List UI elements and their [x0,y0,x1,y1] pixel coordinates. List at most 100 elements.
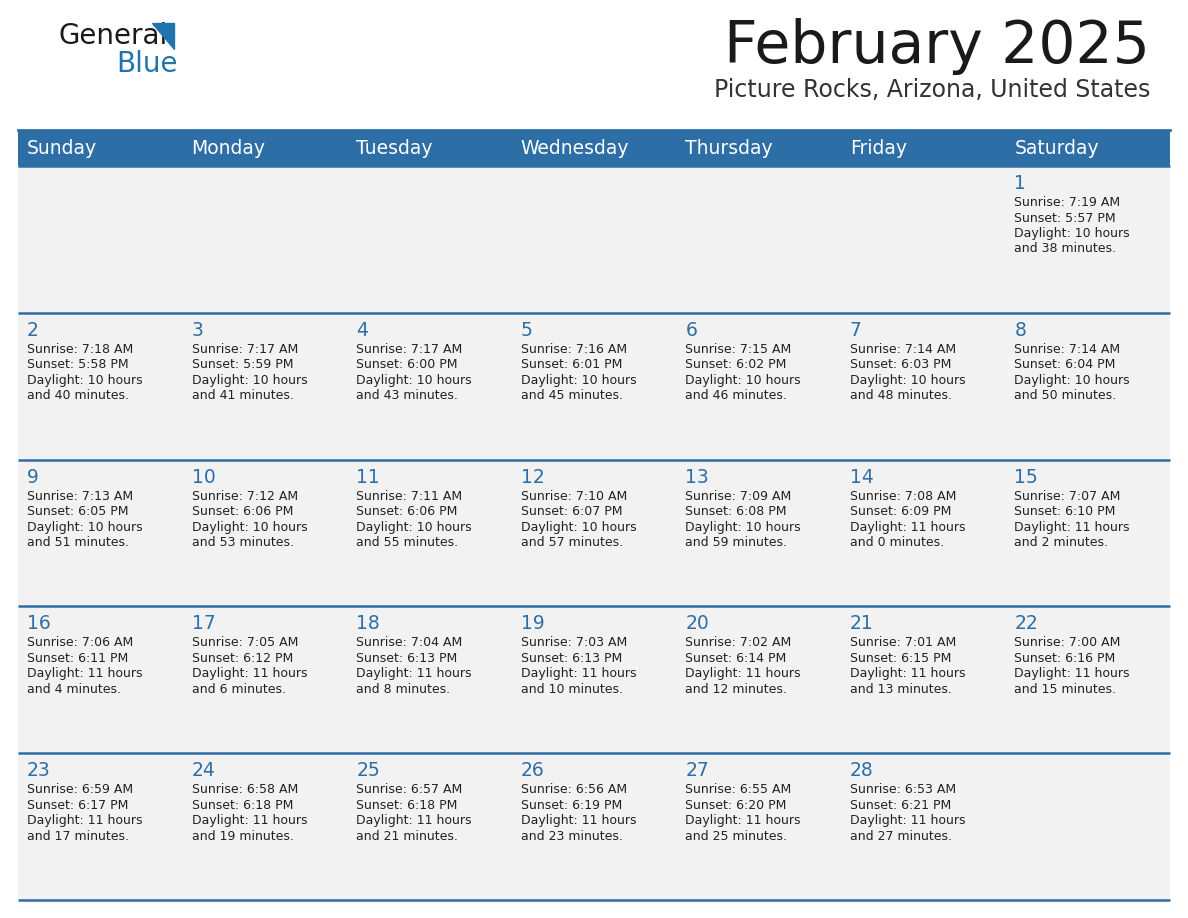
Text: 25: 25 [356,761,380,780]
Text: and 21 minutes.: and 21 minutes. [356,830,459,843]
Text: and 51 minutes.: and 51 minutes. [27,536,129,549]
Text: Daylight: 10 hours: Daylight: 10 hours [191,374,308,386]
Text: Sunset: 5:57 PM: Sunset: 5:57 PM [1015,211,1116,225]
Text: Sunset: 6:06 PM: Sunset: 6:06 PM [356,505,457,518]
Text: Sunset: 6:18 PM: Sunset: 6:18 PM [356,799,457,812]
Text: Sunset: 6:09 PM: Sunset: 6:09 PM [849,505,952,518]
Bar [18,166,1170,313]
Text: Sunrise: 7:14 AM: Sunrise: 7:14 AM [1015,342,1120,356]
Text: Daylight: 10 hours: Daylight: 10 hours [27,374,143,386]
Text: Sunset: 6:05 PM: Sunset: 6:05 PM [27,505,128,518]
Bar [1005,130,1170,166]
Text: Sunset: 6:12 PM: Sunset: 6:12 PM [191,652,292,665]
Text: Sunrise: 7:17 AM: Sunrise: 7:17 AM [356,342,462,356]
Text: Daylight: 11 hours: Daylight: 11 hours [849,521,966,533]
Text: Sunrise: 7:11 AM: Sunrise: 7:11 AM [356,489,462,502]
Text: Daylight: 11 hours: Daylight: 11 hours [1015,521,1130,533]
Text: Sunset: 6:02 PM: Sunset: 6:02 PM [685,358,786,371]
Text: 26: 26 [520,761,544,780]
Text: Friday: Friday [849,139,906,158]
Text: Sunrise: 6:57 AM: Sunrise: 6:57 AM [356,783,462,796]
Text: Sunrise: 7:09 AM: Sunrise: 7:09 AM [685,489,791,502]
Text: Sunday: Sunday [27,139,97,158]
Text: 19: 19 [520,614,544,633]
Text: Sunset: 6:07 PM: Sunset: 6:07 PM [520,505,623,518]
Text: 20: 20 [685,614,709,633]
Text: Daylight: 11 hours: Daylight: 11 hours [1015,667,1130,680]
Text: Daylight: 11 hours: Daylight: 11 hours [356,667,472,680]
Text: and 4 minutes.: and 4 minutes. [27,683,121,696]
Polygon shape [152,23,173,49]
Text: Sunset: 6:06 PM: Sunset: 6:06 PM [191,505,293,518]
Bar [18,753,1170,900]
Text: Sunset: 6:14 PM: Sunset: 6:14 PM [685,652,786,665]
Text: and 45 minutes.: and 45 minutes. [520,389,623,402]
Text: and 10 minutes.: and 10 minutes. [520,683,623,696]
Text: Picture Rocks, Arizona, United States: Picture Rocks, Arizona, United States [714,78,1150,102]
Text: Sunset: 6:08 PM: Sunset: 6:08 PM [685,505,786,518]
Text: Sunset: 6:00 PM: Sunset: 6:00 PM [356,358,457,371]
Text: Sunrise: 6:55 AM: Sunrise: 6:55 AM [685,783,791,796]
Text: and 55 minutes.: and 55 minutes. [356,536,459,549]
Text: and 59 minutes.: and 59 minutes. [685,536,788,549]
Text: and 27 minutes.: and 27 minutes. [849,830,952,843]
Text: 18: 18 [356,614,380,633]
Text: Sunrise: 7:08 AM: Sunrise: 7:08 AM [849,489,956,502]
Text: and 15 minutes.: and 15 minutes. [1015,683,1117,696]
Text: Sunrise: 7:01 AM: Sunrise: 7:01 AM [849,636,956,649]
Text: Daylight: 10 hours: Daylight: 10 hours [356,521,472,533]
Text: 4: 4 [356,320,368,340]
Bar [18,607,1170,753]
Text: 5: 5 [520,320,532,340]
Text: Daylight: 10 hours: Daylight: 10 hours [685,521,801,533]
Text: Daylight: 10 hours: Daylight: 10 hours [1015,374,1130,386]
Text: and 25 minutes.: and 25 minutes. [685,830,788,843]
Text: Sunset: 6:03 PM: Sunset: 6:03 PM [849,358,952,371]
Text: February 2025: February 2025 [725,18,1150,75]
Text: 1: 1 [1015,174,1026,193]
Text: and 40 minutes.: and 40 minutes. [27,389,129,402]
Text: Sunrise: 7:19 AM: Sunrise: 7:19 AM [1015,196,1120,209]
Text: Daylight: 11 hours: Daylight: 11 hours [356,814,472,827]
Text: Sunrise: 7:03 AM: Sunrise: 7:03 AM [520,636,627,649]
Text: and 48 minutes.: and 48 minutes. [849,389,952,402]
Text: and 6 minutes.: and 6 minutes. [191,683,285,696]
Text: 2: 2 [27,320,39,340]
Text: Saturday: Saturday [1015,139,1099,158]
Text: Sunrise: 7:12 AM: Sunrise: 7:12 AM [191,489,298,502]
Text: Daylight: 11 hours: Daylight: 11 hours [520,667,637,680]
Text: Daylight: 11 hours: Daylight: 11 hours [685,814,801,827]
Text: General: General [58,22,168,50]
Bar [183,130,347,166]
Text: 10: 10 [191,467,215,487]
Text: 15: 15 [1015,467,1038,487]
Text: Sunrise: 6:53 AM: Sunrise: 6:53 AM [849,783,956,796]
Bar [18,130,183,166]
Text: Daylight: 11 hours: Daylight: 11 hours [27,814,143,827]
Text: Daylight: 10 hours: Daylight: 10 hours [191,521,308,533]
Text: 28: 28 [849,761,873,780]
Text: 22: 22 [1015,614,1038,633]
Text: Sunset: 5:59 PM: Sunset: 5:59 PM [191,358,293,371]
Text: Sunrise: 7:14 AM: Sunrise: 7:14 AM [849,342,956,356]
Text: Daylight: 10 hours: Daylight: 10 hours [27,521,143,533]
Text: and 23 minutes.: and 23 minutes. [520,830,623,843]
Text: 16: 16 [27,614,51,633]
Text: 12: 12 [520,467,544,487]
Text: Sunrise: 7:05 AM: Sunrise: 7:05 AM [191,636,298,649]
Text: 7: 7 [849,320,861,340]
Text: and 57 minutes.: and 57 minutes. [520,536,623,549]
Text: 24: 24 [191,761,215,780]
Text: 17: 17 [191,614,215,633]
Text: Sunrise: 7:10 AM: Sunrise: 7:10 AM [520,489,627,502]
Text: Sunrise: 6:56 AM: Sunrise: 6:56 AM [520,783,627,796]
Text: 3: 3 [191,320,203,340]
Text: 13: 13 [685,467,709,487]
Text: Sunrise: 6:58 AM: Sunrise: 6:58 AM [191,783,298,796]
Text: Sunset: 6:18 PM: Sunset: 6:18 PM [191,799,293,812]
Bar [18,460,1170,607]
Text: Sunset: 6:19 PM: Sunset: 6:19 PM [520,799,623,812]
Text: Daylight: 11 hours: Daylight: 11 hours [849,667,966,680]
Bar [18,313,1170,460]
Text: and 38 minutes.: and 38 minutes. [1015,242,1117,255]
